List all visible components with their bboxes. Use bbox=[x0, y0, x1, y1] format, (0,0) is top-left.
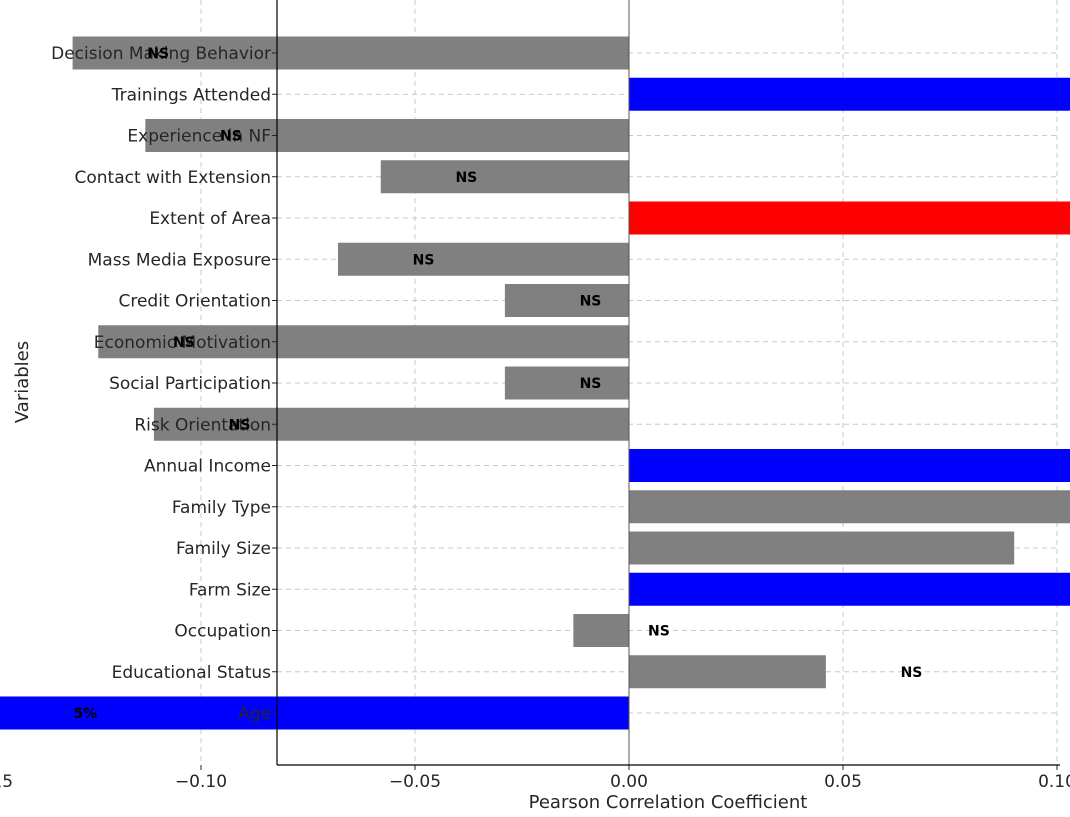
significance-label: NS bbox=[580, 376, 602, 392]
bar-farm-size bbox=[629, 572, 1070, 606]
y-tick-label: Experience in NF bbox=[127, 127, 271, 147]
bar-annual-income bbox=[629, 449, 1070, 482]
y-tick-label: Decision Making Behavior bbox=[51, 44, 271, 64]
bar-family-type bbox=[629, 490, 1070, 524]
significance-label: NS bbox=[648, 624, 670, 640]
y-tick-label: Family Type bbox=[172, 498, 271, 518]
y-tick-label: Extent of Area bbox=[149, 209, 271, 229]
significance-label: NS bbox=[229, 417, 251, 433]
significance-label: NS bbox=[455, 170, 477, 186]
bar-risk-orientation bbox=[153, 407, 630, 441]
bar-experience-in-nf bbox=[145, 119, 630, 152]
y-tick-label: Contact with Extension bbox=[75, 168, 271, 188]
x-axis-title: Pearson Correlation Coefficient bbox=[529, 792, 808, 813]
bar-mass-media-exposure bbox=[337, 242, 629, 276]
x-tick-label: 0.00 bbox=[610, 772, 648, 792]
y-tick-label: Educational Status bbox=[112, 663, 271, 683]
y-tick-label: Age bbox=[238, 704, 271, 724]
x-tick-label: 0.05 bbox=[824, 772, 862, 792]
y-tick-label: Trainings Attended bbox=[111, 85, 271, 105]
y-tick-label: Farm Size bbox=[189, 580, 271, 600]
bar-credit-orientation bbox=[504, 284, 629, 317]
bar-extent-of-area bbox=[629, 201, 1070, 235]
significance-label: NS bbox=[173, 335, 195, 351]
bar-contact-with-extension bbox=[380, 160, 629, 194]
bar-occupation bbox=[573, 614, 629, 647]
y-axis-title: Variables bbox=[12, 341, 33, 423]
x-tick-label: −0.15 bbox=[0, 772, 13, 792]
significance-label: NS bbox=[901, 665, 923, 681]
axis-layer: −0.15−0.10−0.050.000.050.100.15Decision … bbox=[0, 0, 1070, 792]
x-tick-label: −0.10 bbox=[175, 772, 227, 792]
y-tick-label: Mass Media Exposure bbox=[88, 250, 271, 270]
significance-label: NS bbox=[413, 252, 435, 268]
bar-trainings-attended bbox=[629, 77, 1070, 111]
significance-label: NS bbox=[580, 294, 602, 310]
bar-decision-making-behavior bbox=[72, 36, 630, 70]
y-tick-label: Economic Motivation bbox=[94, 333, 271, 353]
bar-educational-status bbox=[629, 655, 826, 689]
bar-age bbox=[0, 696, 629, 730]
bar-layer bbox=[0, 36, 1070, 730]
y-tick-label: Credit Orientation bbox=[118, 292, 271, 312]
y-tick-label: Occupation bbox=[174, 622, 271, 642]
significance-label: 5% bbox=[74, 706, 98, 722]
x-tick-label: 0.10 bbox=[1038, 772, 1070, 792]
y-tick-label: Family Size bbox=[176, 539, 271, 559]
bar-social-participation bbox=[504, 366, 629, 400]
y-tick-label: Social Participation bbox=[109, 374, 271, 394]
significance-label: NS bbox=[147, 46, 169, 62]
significance-label: NS bbox=[220, 129, 242, 145]
y-tick-label: Risk Orientation bbox=[134, 415, 271, 435]
bar-family-size bbox=[629, 531, 1015, 565]
x-tick-label: −0.05 bbox=[389, 772, 441, 792]
bar-economic-motivation bbox=[98, 325, 629, 359]
y-tick-label: Annual Income bbox=[144, 457, 271, 477]
